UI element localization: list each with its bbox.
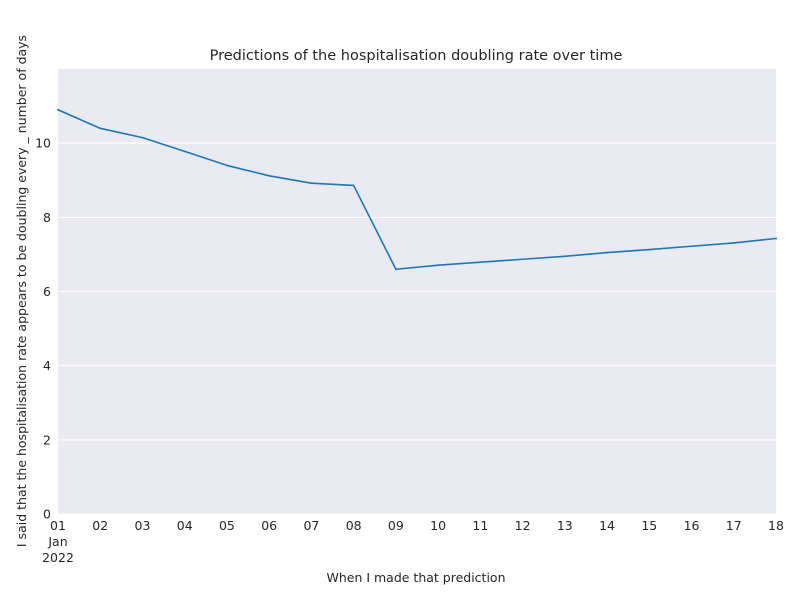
data-point [479, 261, 482, 264]
data-point [648, 248, 651, 251]
x-tick-label: 08 [346, 518, 362, 533]
x-tick-label: 17 [726, 518, 742, 533]
x-tick-label: 03 [135, 518, 151, 533]
x-tick-label: 05 [219, 518, 235, 533]
x-tick-label: 06 [261, 518, 277, 533]
data-point [563, 255, 566, 258]
data-point [183, 150, 186, 153]
y-tick-label: 6 [43, 284, 51, 299]
x-tick-label: 07 [303, 518, 319, 533]
x-tick-month-label: Jan [47, 534, 67, 549]
y-axis-label: I said that the hospitalisation rate app… [14, 35, 29, 547]
chart-title: Predictions of the hospitalisation doubl… [210, 48, 623, 64]
data-point [521, 258, 524, 261]
x-tick-label: 10 [430, 518, 446, 533]
x-tick-label: 13 [557, 518, 573, 533]
data-point [226, 164, 228, 167]
series-line [56, 108, 777, 271]
data-point [394, 268, 397, 271]
data-point [352, 184, 355, 187]
x-tick-label: 11 [472, 518, 488, 533]
y-tick-label: 0 [43, 507, 51, 522]
x-tick-label: 09 [388, 518, 404, 533]
data-point [310, 182, 313, 185]
data-point [775, 237, 777, 240]
x-tick-label: 16 [684, 518, 700, 533]
x-tick-label: 14 [599, 518, 615, 533]
x-tick-label: 12 [515, 518, 531, 533]
data-point [99, 127, 102, 130]
series-layer [56, 108, 777, 271]
data-point [437, 264, 440, 267]
y-tick-label: 2 [43, 432, 51, 447]
x-axis-ticks: 01 02 03 04 05 06 07 08 09 10 11 12 13 14 15 16 17 18 Jan2… [42, 518, 784, 565]
gridlines [58, 142, 776, 515]
x-axis-label: When I made that prediction [326, 570, 505, 585]
y-axis-ticks: 0 2 4 6 8 10 [35, 136, 51, 522]
x-tick-label: 04 [177, 518, 193, 533]
data-point [606, 251, 608, 254]
data-point [141, 136, 144, 139]
x-tick-year-label: 2022 [42, 550, 74, 565]
x-tick-label: 02 [92, 518, 108, 533]
y-tick-label: 10 [35, 136, 51, 151]
data-point [268, 174, 271, 177]
x-tick-label: 01 [50, 518, 66, 533]
y-tick-label: 4 [43, 358, 51, 373]
data-point [57, 108, 59, 111]
data-point [732, 242, 735, 244]
x-tick-label: 15 [641, 518, 657, 533]
y-tick-label: 8 [43, 210, 51, 225]
data-point [690, 245, 693, 248]
x-tick-label: 18 [768, 518, 784, 533]
